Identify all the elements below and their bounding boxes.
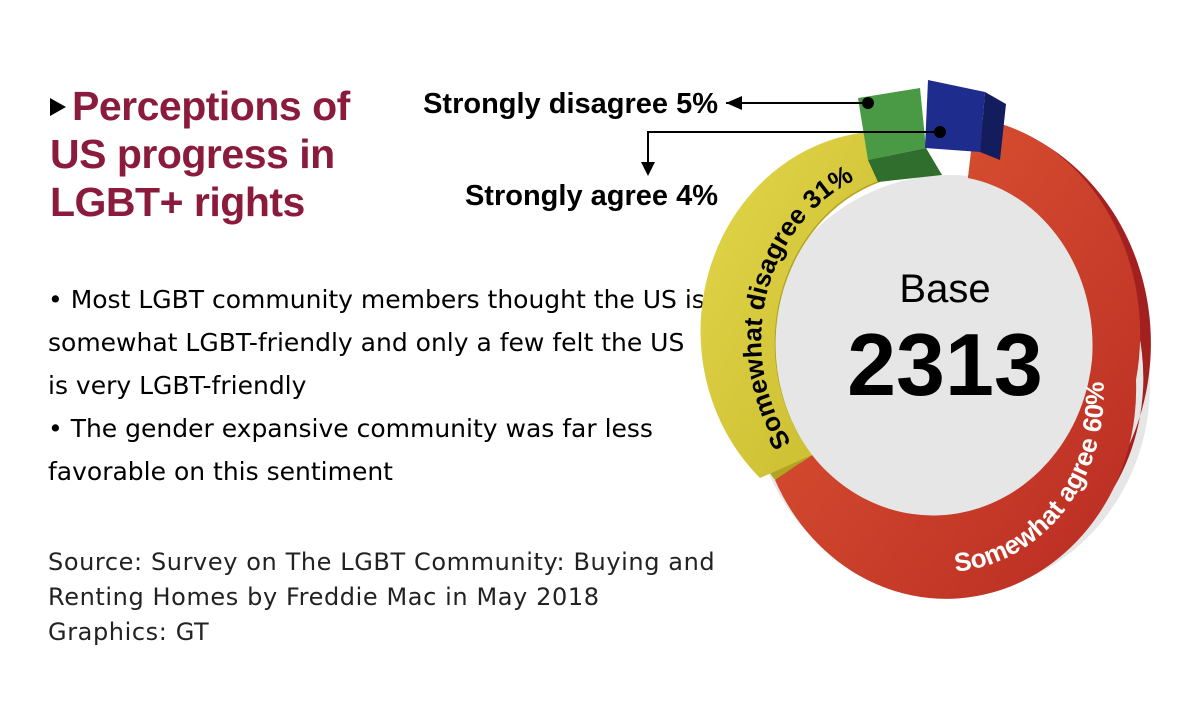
title-line-2: US progress in: [50, 131, 335, 177]
source-line-2: Renting Homes by Freddie Mac in May 2018: [48, 583, 600, 611]
source-line-3: Graphics: GT: [48, 618, 210, 646]
title-marker-icon: [50, 98, 66, 116]
slice-somewhat-agree: [775, 118, 1141, 599]
label-strongly-disagree: Strongly disagree 5%: [423, 88, 718, 120]
label-strongly-agree: Strongly agree 4%: [465, 180, 718, 212]
slice-strongly-agree-side: [980, 92, 1006, 160]
arrow-strongly-disagree-head: [726, 96, 742, 110]
source-note: Source: Survey on The LGBT Community: Bu…: [48, 545, 728, 650]
title-line-3: LGBT+ rights: [50, 179, 305, 225]
arrow-strongly-disagree-dot: [862, 97, 874, 109]
bullet-item-2: • The gender expansive community was far…: [48, 414, 653, 486]
center-label: Base: [899, 267, 990, 311]
title-line-1: Perceptions of: [50, 82, 450, 130]
arrow-strongly-agree-head: [641, 162, 655, 176]
center-value: 2313: [847, 315, 1043, 414]
bullet-list: • Most LGBT community members thought th…: [48, 278, 708, 493]
bullet-item-1: • Most LGBT community members thought th…: [48, 285, 705, 400]
slice-somewhat-disagree: [700, 132, 900, 478]
arrow-strongly-agree-dot: [934, 126, 946, 138]
source-line-1: Source: Survey on The LGBT Community: Bu…: [48, 548, 716, 576]
chart-title: Perceptions of US progress in LGBT+ righ…: [50, 82, 450, 226]
arrow-strongly-agree: [647, 131, 940, 170]
slice-strongly-disagree-side: [868, 148, 942, 182]
slice-strongly-agree: [925, 80, 985, 152]
slice-strongly-disagree: [858, 88, 926, 160]
